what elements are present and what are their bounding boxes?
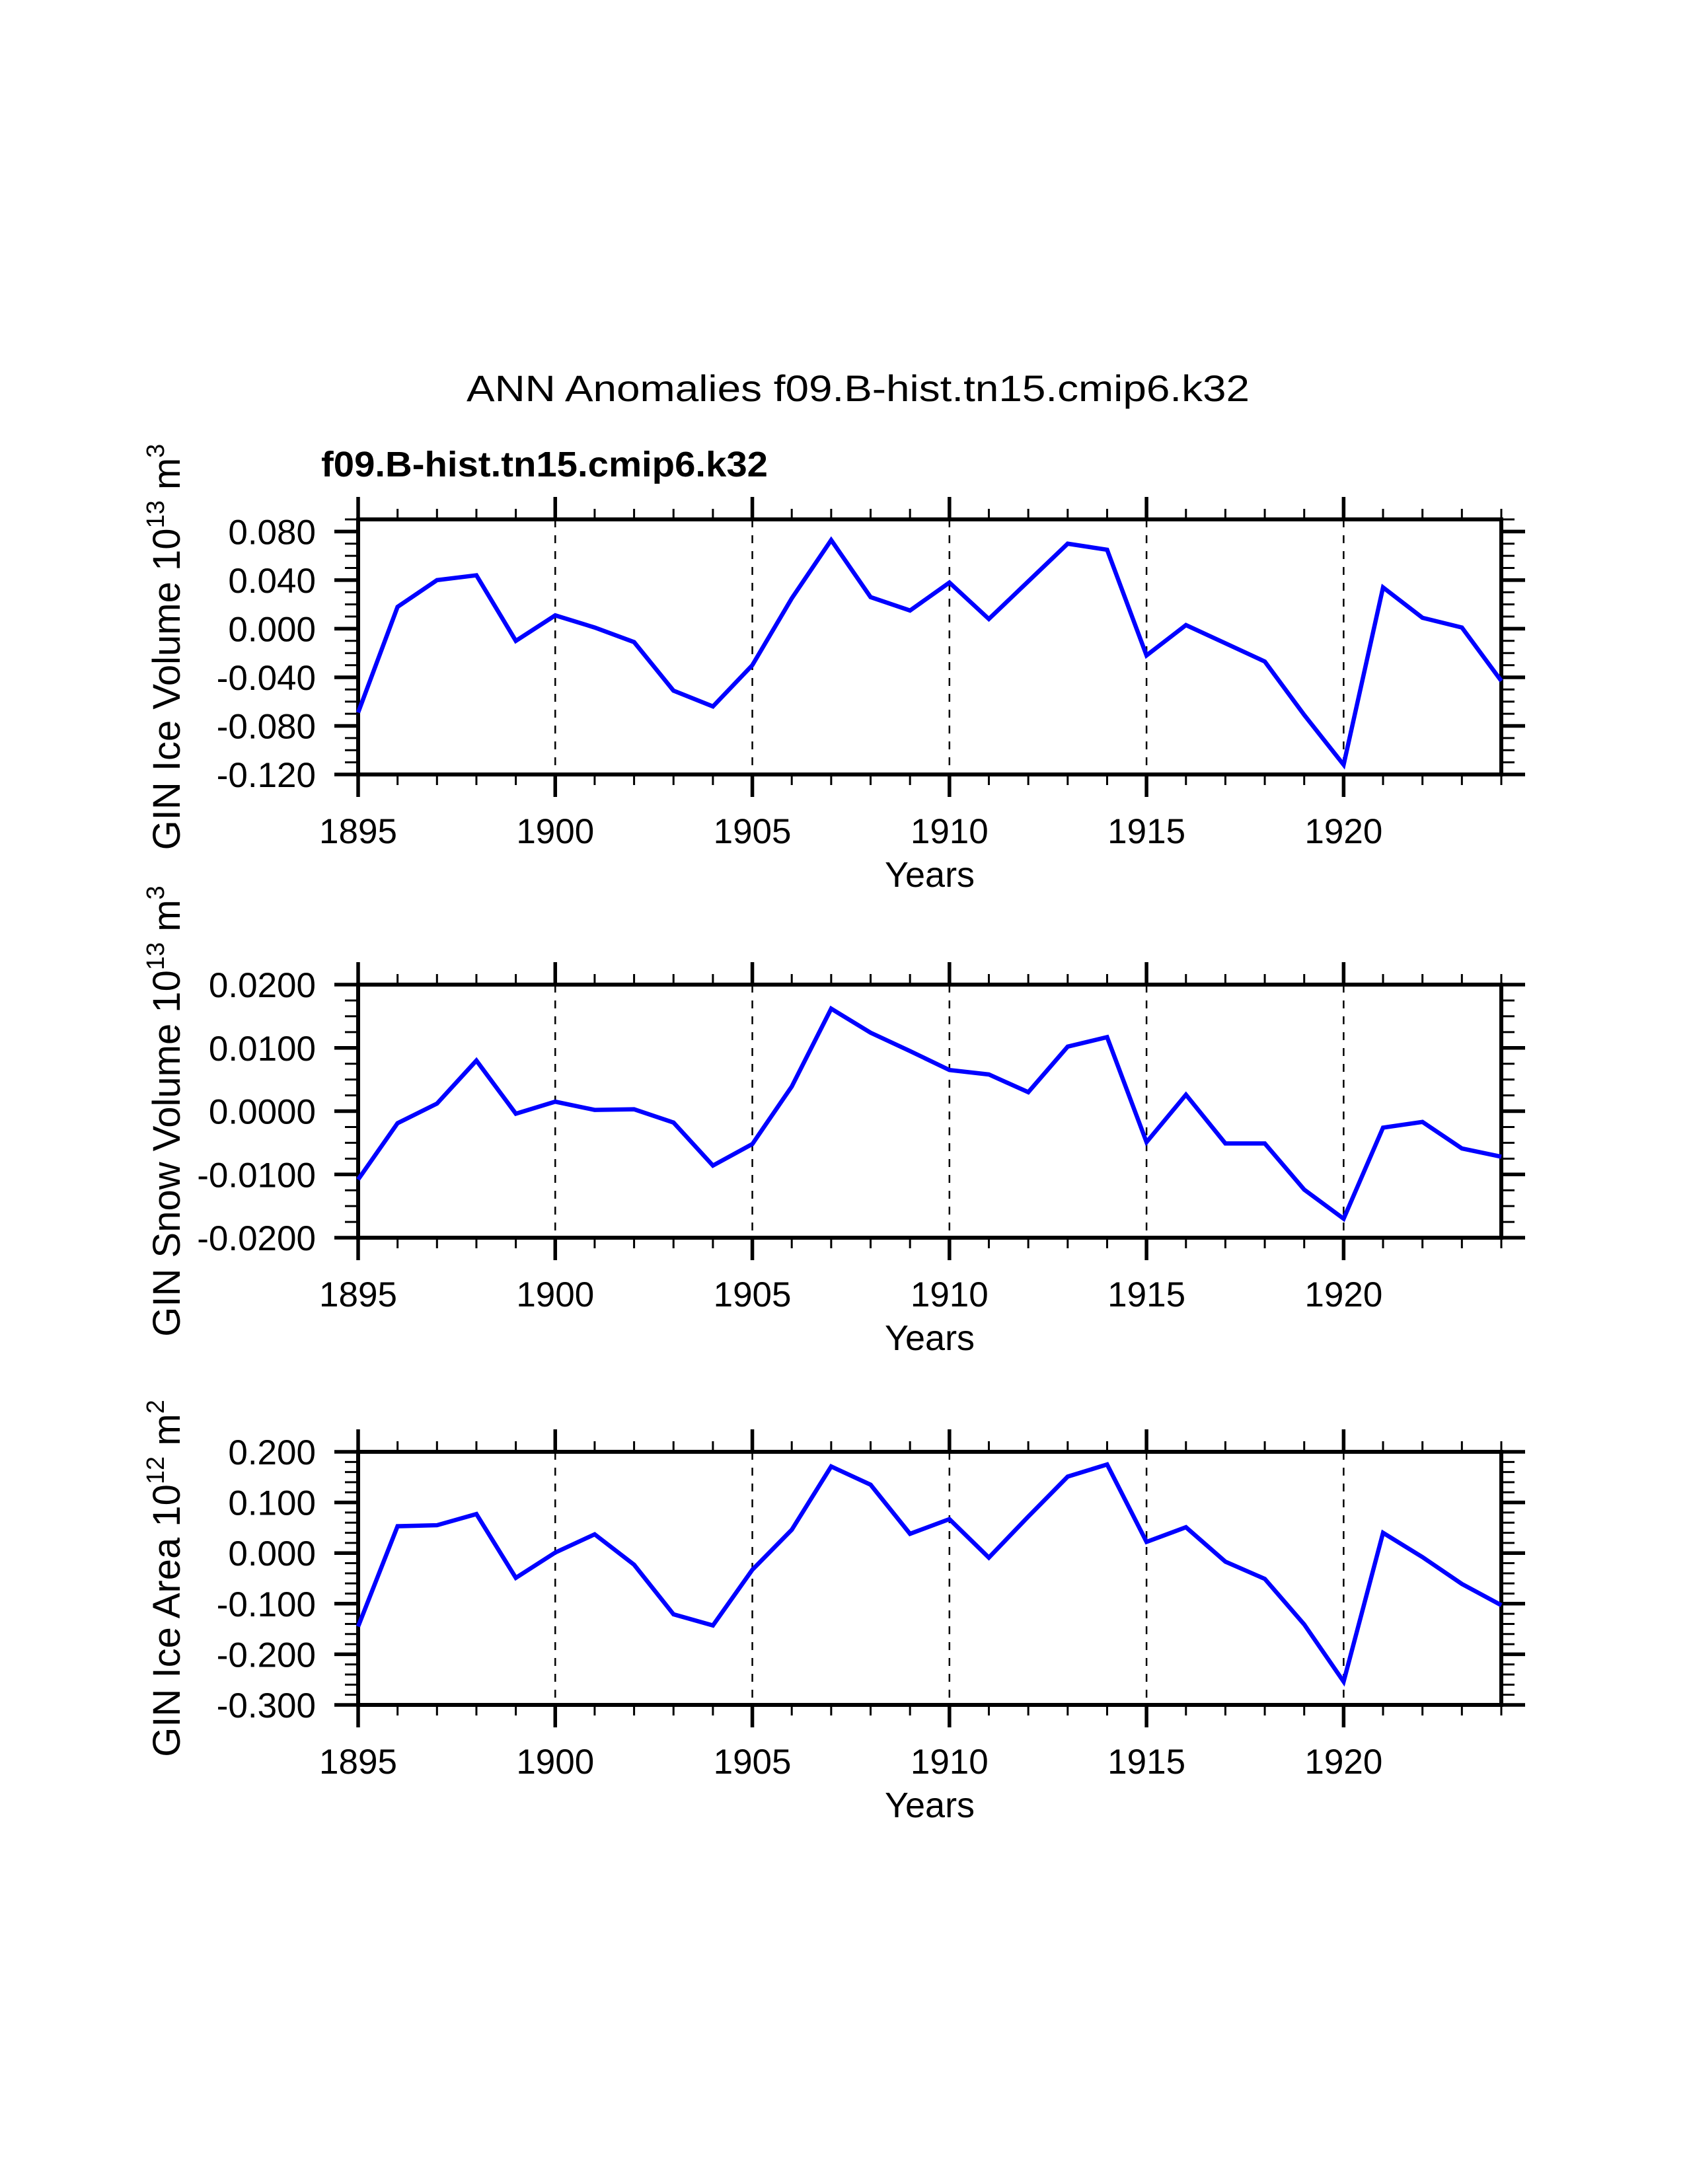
y-tick-label: -0.0200: [197, 1219, 316, 1258]
y-tick-label: 0.040: [228, 562, 316, 601]
x-tick-label: 1910: [911, 1743, 989, 1782]
minor-ticks: [345, 509, 1515, 785]
y-tick-label: 0.080: [228, 513, 316, 552]
legend-label: f09.B-hist.tn15.cmip6.k32: [321, 445, 768, 484]
major-ticks: [334, 497, 1525, 797]
x-axis-title: Years: [885, 1318, 975, 1358]
y-tick-label: -0.100: [217, 1585, 316, 1624]
x-tick-label: 1915: [1107, 1275, 1185, 1314]
y-tick-label: 0.0100: [209, 1030, 316, 1069]
gin-snow-volume-data-line: [356, 1005, 1502, 1223]
x-tick-label: 1905: [714, 812, 792, 851]
x-tick-label: 1915: [1107, 812, 1185, 851]
x-tick-label: 1900: [516, 1743, 594, 1782]
y-axis-title: GIN Ice Area 1012 m2: [142, 1400, 188, 1757]
figure-title: ANN Anomalies f09.B-hist.tn15.cmip6.k32: [467, 367, 1250, 409]
y-tick-label: -0.040: [217, 659, 316, 698]
x-tick-label: 1905: [714, 1743, 792, 1782]
x-axis-title: Years: [885, 855, 975, 895]
x-tick-label: 1920: [1304, 812, 1382, 851]
x-tick-label: 1910: [911, 1275, 989, 1314]
plot-border: [356, 1450, 1503, 1707]
x-tick-label: 1920: [1304, 1743, 1382, 1782]
y-axis-title: GIN Snow Volume 1013 m3: [142, 885, 188, 1336]
y-tick-label: -0.200: [217, 1636, 316, 1675]
x-tick-label: 1900: [516, 1275, 594, 1314]
x-tick-label: 1895: [319, 812, 397, 851]
y-tick-label: 0.0000: [209, 1093, 316, 1132]
y-tick-label: 0.200: [228, 1433, 316, 1472]
x-tick-label: 1910: [911, 812, 989, 851]
y-tick-label: 0.000: [228, 1534, 316, 1573]
y-axis-title: GIN Ice Volume 1013 m3: [142, 444, 188, 850]
y-tick-label: 0.100: [228, 1484, 316, 1523]
x-tick-label: 1895: [319, 1743, 397, 1782]
plot-border: [356, 517, 1503, 776]
x-tick-label: 1915: [1107, 1743, 1185, 1782]
y-tick-label: 0.0200: [209, 966, 316, 1005]
grid-lines: [554, 519, 1345, 774]
major-ticks: [334, 1429, 1525, 1727]
plot-border: [356, 983, 1503, 1240]
gin-ice-area-data-line: [356, 1462, 1503, 1687]
x-tick-label: 1895: [319, 1275, 397, 1314]
gin-ice-volume-data-line: [356, 536, 1503, 770]
y-tick-label: 0.000: [228, 610, 316, 649]
y-tick-label: -0.120: [217, 756, 316, 795]
x-tick-label: 1905: [714, 1275, 792, 1314]
y-tick-label: -0.080: [217, 707, 316, 746]
x-tick-label: 1920: [1304, 1275, 1382, 1314]
y-tick-label: -0.0100: [197, 1156, 316, 1195]
x-tick-label: 1900: [516, 812, 594, 851]
major-ticks: [334, 962, 1525, 1260]
minor-ticks: [345, 1441, 1515, 1715]
x-axis-title: Years: [885, 1786, 975, 1825]
minor-ticks: [345, 974, 1515, 1248]
y-tick-label: -0.300: [217, 1686, 316, 1725]
